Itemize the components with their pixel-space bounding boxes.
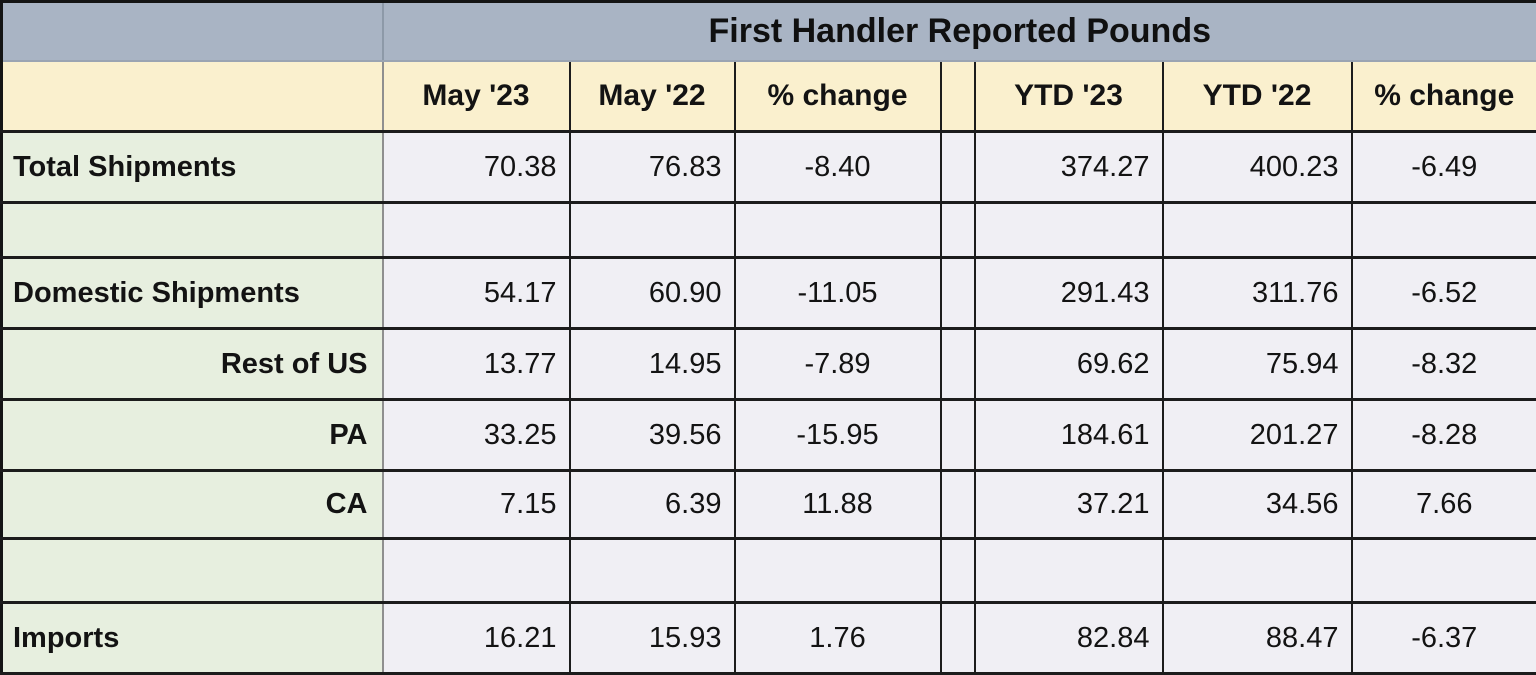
table-row-rest-of-us: Rest of US 13.77 14.95 -7.89 69.62 75.94… <box>2 329 1536 400</box>
table-row-empty <box>2 539 1536 603</box>
value-cell-may23 <box>383 539 570 603</box>
spacer-cell <box>941 258 975 329</box>
row-label: Total Shipments <box>2 132 383 203</box>
value-cell-pct-month: -8.40 <box>735 132 941 203</box>
value-cell-pct-month: -15.95 <box>735 400 941 471</box>
value-cell-may23: 33.25 <box>383 400 570 471</box>
value-cell-may23: 16.21 <box>383 603 570 674</box>
row-label: Rest of US <box>2 329 383 400</box>
value-cell-ytd23 <box>975 539 1163 603</box>
value-cell-pct-month <box>735 203 941 258</box>
spacer-cell <box>941 329 975 400</box>
value-cell-ytd23: 82.84 <box>975 603 1163 674</box>
row-label <box>2 203 383 258</box>
table-row-pa: PA 33.25 39.56 -15.95 184.61 201.27 -8.2… <box>2 400 1536 471</box>
value-cell-ytd23: 37.21 <box>975 471 1163 539</box>
value-cell-may23: 70.38 <box>383 132 570 203</box>
spacer-header-cell <box>941 61 975 132</box>
value-cell-pct-ytd <box>1352 539 1536 603</box>
column-header-may22: May '22 <box>570 61 735 132</box>
value-cell-ytd22: 75.94 <box>1163 329 1352 400</box>
value-cell-pct-ytd: -6.49 <box>1352 132 1536 203</box>
spacer-cell <box>941 603 975 674</box>
value-cell-pct-month: 1.76 <box>735 603 941 674</box>
value-cell-ytd22: 88.47 <box>1163 603 1352 674</box>
value-cell-ytd22: 201.27 <box>1163 400 1352 471</box>
column-header-pct-change-month: % change <box>735 61 941 132</box>
value-cell-may22 <box>570 539 735 603</box>
value-cell-ytd23: 184.61 <box>975 400 1163 471</box>
value-cell-pct-ytd <box>1352 203 1536 258</box>
table-row-total-shipments: Total Shipments 70.38 76.83 -8.40 374.27… <box>2 132 1536 203</box>
table-row-imports: Imports 16.21 15.93 1.76 82.84 88.47 -6.… <box>2 603 1536 674</box>
row-label: Domestic Shipments <box>2 258 383 329</box>
value-cell-pct-ytd: 7.66 <box>1352 471 1536 539</box>
value-cell-may22 <box>570 203 735 258</box>
value-cell-may22: 15.93 <box>570 603 735 674</box>
table-row-domestic-shipments: Domestic Shipments 54.17 60.90 -11.05 29… <box>2 258 1536 329</box>
value-cell-may22: 39.56 <box>570 400 735 471</box>
row-label <box>2 539 383 603</box>
header-label-cell <box>2 61 383 132</box>
value-cell-ytd22 <box>1163 203 1352 258</box>
column-header-ytd22: YTD '22 <box>1163 61 1352 132</box>
spacer-cell <box>941 400 975 471</box>
value-cell-may23: 7.15 <box>383 471 570 539</box>
value-cell-ytd22: 400.23 <box>1163 132 1352 203</box>
value-cell-ytd22 <box>1163 539 1352 603</box>
spacer-cell <box>941 539 975 603</box>
value-cell-pct-month: -11.05 <box>735 258 941 329</box>
value-cell-ytd23: 291.43 <box>975 258 1163 329</box>
value-cell-ytd22: 311.76 <box>1163 258 1352 329</box>
value-cell-ytd23: 69.62 <box>975 329 1163 400</box>
value-cell-may22: 60.90 <box>570 258 735 329</box>
value-cell-ytd23 <box>975 203 1163 258</box>
value-cell-pct-month: -7.89 <box>735 329 941 400</box>
value-cell-pct-ytd: -6.52 <box>1352 258 1536 329</box>
table-row-ca: CA 7.15 6.39 11.88 37.21 34.56 7.66 <box>2 471 1536 539</box>
spacer-cell <box>941 132 975 203</box>
column-header-ytd23: YTD '23 <box>975 61 1163 132</box>
column-header-pct-change-ytd: % change <box>1352 61 1536 132</box>
title-corner-cell <box>2 2 383 62</box>
spacer-cell <box>941 471 975 539</box>
row-label: PA <box>2 400 383 471</box>
table-row: May '23 May '22 % change YTD '23 YTD '22… <box>2 61 1536 132</box>
column-header-may23: May '23 <box>383 61 570 132</box>
value-cell-may22: 76.83 <box>570 132 735 203</box>
value-cell-pct-month <box>735 539 941 603</box>
row-label: Imports <box>2 603 383 674</box>
value-cell-pct-ytd: -8.32 <box>1352 329 1536 400</box>
value-cell-pct-ytd: -6.37 <box>1352 603 1536 674</box>
table-row: First Handler Reported Pounds <box>2 2 1536 62</box>
row-label: CA <box>2 471 383 539</box>
table-row-empty <box>2 203 1536 258</box>
value-cell-ytd23: 374.27 <box>975 132 1163 203</box>
value-cell-may23 <box>383 203 570 258</box>
value-cell-may22: 6.39 <box>570 471 735 539</box>
value-cell-may22: 14.95 <box>570 329 735 400</box>
value-cell-ytd22: 34.56 <box>1163 471 1352 539</box>
value-cell-pct-month: 11.88 <box>735 471 941 539</box>
table-title: First Handler Reported Pounds <box>383 2 1536 62</box>
value-cell-may23: 13.77 <box>383 329 570 400</box>
value-cell-pct-ytd: -8.28 <box>1352 400 1536 471</box>
value-cell-may23: 54.17 <box>383 258 570 329</box>
spacer-cell <box>941 203 975 258</box>
